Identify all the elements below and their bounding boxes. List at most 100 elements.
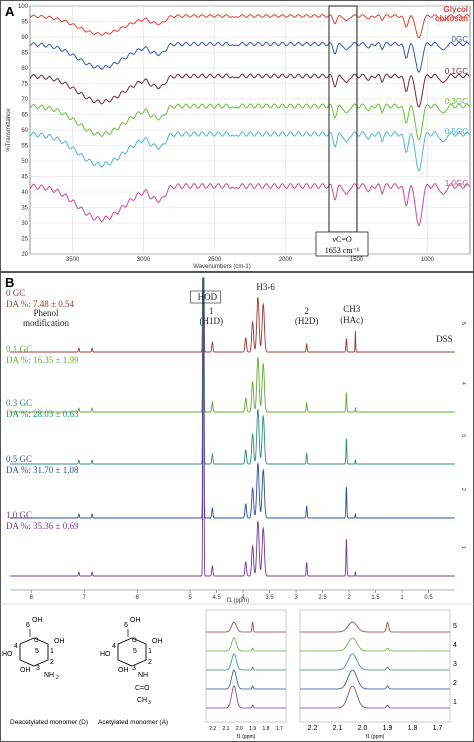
- panel-b-nmr: B 5 4 3 2 1 8 7 6 5 4.5 4 3.5 3 2.5 2 1.5 1 0.5 f1 (ppm)…: [0, 272, 474, 742]
- nmr-sample-name: 1.0 GC: [6, 510, 32, 520]
- panel-a-ytick: 100: [18, 4, 29, 10]
- panel-a-xtick: 3000: [137, 257, 151, 263]
- nmr-spectrum: [10, 277, 455, 465]
- nmr-sample-da: DA %: 31.70 ± 1.08: [6, 465, 79, 475]
- svg-text:5: 5: [35, 648, 39, 655]
- peak-label-hac: (HAc): [340, 315, 363, 325]
- panel-a-xtick: 1500: [350, 257, 364, 263]
- panel-a-ftir: A 100 95 90 85 80 75 70 65 60 55 50 45 40 35 30 25 20 35…: [0, 0, 474, 272]
- inset-xtick: 1.9: [383, 725, 393, 732]
- inset-spectrum: [206, 637, 286, 652]
- ftir-series-label: 0.3GC: [445, 97, 468, 106]
- panel-a-ytick: 40: [21, 190, 28, 196]
- nmr-xtick: 2: [347, 595, 351, 601]
- svg-text:2: 2: [50, 659, 54, 666]
- svg-text:4: 4: [14, 643, 18, 650]
- panel-a-ytick: 55: [21, 144, 28, 150]
- svg-text:O: O: [34, 638, 39, 644]
- svg-text:NH: NH: [44, 672, 54, 679]
- monomer-a-caption: Acetylated monomer (A): [98, 719, 168, 726]
- panel-a-xlabel: Wavenumbers (cm-1): [193, 264, 250, 270]
- peak-label-h2d: 2: [304, 306, 309, 316]
- panel-a-ytick: 90: [21, 35, 28, 41]
- svg-text:NH: NH: [138, 672, 148, 679]
- panel-a-ytick: 60: [21, 128, 28, 134]
- nmr-inset-large: 5 4 3 2 1 2.2 2.1 2.0 1.9 1.8 1.7 f1 (ppm): [299, 609, 457, 740]
- nmr-xtick: 7: [82, 595, 86, 601]
- ftir-curve: [29, 73, 470, 108]
- nmr-xtick: 1: [400, 595, 404, 601]
- nmr-xtick: 2.5: [318, 595, 327, 601]
- nmr-sample-da: DA %: 7.48 ± 0.54: [6, 299, 74, 309]
- svg-text:2: 2: [148, 659, 152, 666]
- nmr-xtick: 5: [188, 595, 192, 601]
- panel-a-ytick: 50: [21, 159, 28, 165]
- nmr-sample-da: DA %: 28.03 ± 0.63: [6, 409, 79, 419]
- inset-xtick: 2.0: [236, 726, 243, 732]
- monomer-d-caption: Deacetylated monomer (D): [10, 719, 88, 726]
- inset-index: 4: [453, 642, 457, 649]
- ftir-curve: [29, 131, 470, 172]
- panel-a-label: A: [5, 4, 15, 19]
- inset-index: 2: [453, 680, 457, 687]
- peak-label-phenol: modification: [23, 318, 69, 328]
- inset-spectrum: [300, 669, 450, 690]
- nmr-spectrum-index: 3: [460, 434, 466, 437]
- peak-label-h2d: (H2D): [295, 316, 319, 326]
- nmr-xtick: 1.5: [371, 595, 380, 601]
- nmr-sample-da: DA %: 35.36 ± 0.69: [6, 521, 79, 531]
- panel-a-xtick: 2500: [208, 257, 222, 263]
- nmr-spectrum-index: 5: [460, 322, 466, 325]
- inset-spectrum: [206, 669, 286, 690]
- ftir-series-label: 0GC: [452, 35, 469, 44]
- nmr-xtick: 6: [135, 595, 139, 601]
- panel-a-xtick: 2000: [279, 257, 293, 263]
- ftir-series-label: 1.0GC: [445, 179, 468, 188]
- inset-xtick: 1.9: [249, 726, 256, 732]
- inset-xtick: 2.2: [209, 726, 216, 732]
- svg-text:3: 3: [36, 665, 40, 672]
- nmr-spectrum-index: 4: [460, 382, 466, 385]
- ftir-curve: [29, 41, 470, 73]
- panel-a-ytick: 45: [21, 175, 28, 181]
- peak-label-phenol: Phenol: [33, 308, 59, 318]
- nmr-inset-small: 2.2 2.1 2.0 1.9 1.8 1.7 f1 (ppm): [205, 609, 287, 740]
- panel-a-xtick: 1000: [421, 257, 435, 263]
- inset-index: 5: [453, 623, 457, 630]
- panel-a-ytick: 80: [21, 66, 28, 72]
- svg-text:OH: OH: [20, 667, 31, 674]
- nmr-sample-name: 0 GC: [6, 288, 25, 298]
- panel-a-ytick: 35: [21, 206, 28, 212]
- nmr-spectrum-index: 2: [460, 488, 466, 491]
- nmr-xtick: 8: [30, 595, 34, 601]
- inset-spectrum: [206, 653, 286, 671]
- ftir-curve: [29, 14, 470, 39]
- svg-text:OH: OH: [54, 638, 65, 645]
- nmr-xtick: 4.5: [212, 595, 221, 601]
- inset-spectrum: [206, 620, 286, 633]
- svg-text:O: O: [132, 638, 137, 644]
- svg-text:OH: OH: [152, 638, 163, 645]
- panel-a-ytick: 85: [21, 51, 28, 57]
- panel-b-xlabel: f1 (ppm): [227, 598, 249, 604]
- nmr-sample-name: 0.5 GC: [6, 454, 32, 464]
- svg-text:HO: HO: [2, 651, 13, 658]
- svg-text:3: 3: [148, 700, 151, 706]
- svg-text:HO: HO: [100, 651, 111, 658]
- ftir-series-label: 0.1GC: [445, 67, 468, 76]
- inset-spectrum: [300, 637, 450, 652]
- peak-label-h1d: (H1D): [200, 316, 224, 326]
- inset-xlabel: f1 (ppm): [366, 734, 385, 740]
- ftir-curve: [29, 103, 470, 141]
- svg-text:1: 1: [50, 648, 54, 655]
- svg-text:OH: OH: [118, 667, 129, 674]
- svg-text:1: 1: [148, 648, 152, 655]
- inset-spectrum: [206, 685, 286, 709]
- nmr-sample-name: 0.3 GC: [6, 398, 32, 408]
- carbonyl-annotation-box: [315, 231, 369, 257]
- nmr-sample-da: DA %: 16.35 ± 1.99: [6, 355, 79, 365]
- ftir-series-label-2: chitosan: [435, 14, 468, 23]
- nmr-spectrum: [10, 315, 455, 577]
- peak-label-dss: DSS: [436, 334, 453, 344]
